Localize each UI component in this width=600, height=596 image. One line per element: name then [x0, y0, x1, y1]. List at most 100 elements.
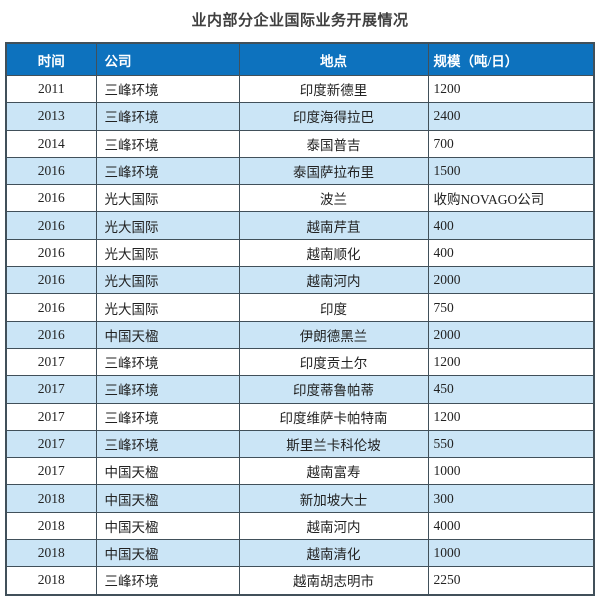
table-cell-scale: 2400 — [427, 102, 595, 131]
table-row: 2016 光大国际 波兰 收购NOVAGO公司 — [5, 184, 595, 213]
table-cell-company: 三峰环境 — [95, 129, 240, 158]
table-cell-location: 印度蒂鲁帕蒂 — [238, 375, 429, 404]
table-cell-company: 中国天楹 — [95, 457, 240, 486]
table-cell-time: 2011 — [5, 74, 97, 104]
table-cell-company: 三峰环境 — [95, 375, 240, 404]
table-cell-scale: 400 — [427, 211, 595, 240]
table-cell-location: 印度 — [238, 293, 429, 322]
table-cell-company: 中国天楹 — [95, 539, 240, 568]
table-row: 2016 中国天楹 伊朗德黑兰 2000 — [5, 320, 595, 349]
table-cell-location: 波兰 — [238, 184, 429, 213]
table-cell-company: 三峰环境 — [95, 347, 240, 377]
table-row: 2016 光大国际 印度 750 — [5, 293, 595, 322]
table-cell-location: 越南顺化 — [238, 238, 429, 268]
table-header-row: 时间 公司 地点 规模（吨/日） — [5, 42, 595, 76]
table-cell-location: 泰国普吉 — [238, 129, 429, 158]
table-cell-company: 光大国际 — [95, 211, 240, 240]
table-cell-time: 2016 — [5, 156, 97, 186]
table-cell-company: 光大国际 — [95, 238, 240, 268]
table-cell-time: 2017 — [5, 429, 97, 459]
table-cell-time: 2016 — [5, 238, 97, 268]
table-row: 2014 三峰环境 泰国普吉 700 — [5, 129, 595, 158]
table-cell-location: 印度海得拉巴 — [238, 102, 429, 131]
table-cell-scale: 450 — [427, 375, 595, 404]
table-row: 2017 三峰环境 印度维萨卡帕特南 1200 — [5, 402, 595, 431]
table-cell-company: 中国天楹 — [95, 320, 240, 349]
table-row: 2013 三峰环境 印度海得拉巴 2400 — [5, 102, 595, 131]
table-row: 2016 光大国际 越南顺化 400 — [5, 238, 595, 268]
table-cell-scale: 750 — [427, 293, 595, 322]
table-row: 2016 三峰环境 泰国萨拉布里 1500 — [5, 156, 595, 186]
table-cell-company: 三峰环境 — [95, 74, 240, 104]
table-cell-scale: 400 — [427, 238, 595, 268]
table-cell-time: 2013 — [5, 102, 97, 131]
table-row: 2018 中国天楹 新加坡大士 300 — [5, 484, 595, 513]
table-cell-time: 2016 — [5, 184, 97, 213]
table-cell-time: 2016 — [5, 293, 97, 322]
table-cell-location: 新加坡大士 — [238, 484, 429, 513]
table-row: 2017 三峰环境 印度贡土尔 1200 — [5, 347, 595, 377]
table-cell-scale: 1000 — [427, 539, 595, 568]
header-cell-company: 公司 — [95, 42, 240, 76]
table-cell-company: 三峰环境 — [95, 566, 240, 596]
table-header: 时间 公司 地点 规模（吨/日） — [5, 42, 595, 76]
table-cell-company: 三峰环境 — [95, 156, 240, 186]
table-row: 2011 三峰环境 印度新德里 1200 — [5, 74, 595, 104]
table-cell-location: 斯里兰卡科伦坡 — [238, 429, 429, 459]
table-cell-location: 越南芹苴 — [238, 211, 429, 240]
table-row: 2017 三峰环境 印度蒂鲁帕蒂 450 — [5, 375, 595, 404]
table-cell-time: 2018 — [5, 484, 97, 513]
table-cell-scale: 2000 — [427, 266, 595, 295]
table-cell-scale: 4000 — [427, 511, 595, 541]
table-cell-company: 中国天楹 — [95, 511, 240, 541]
table-cell-time: 2017 — [5, 457, 97, 486]
table-cell-scale: 1200 — [427, 74, 595, 104]
table-cell-company: 光大国际 — [95, 184, 240, 213]
header-cell-scale: 规模（吨/日） — [427, 42, 595, 76]
table-cell-location: 越南清化 — [238, 539, 429, 568]
table-cell-time: 2017 — [5, 347, 97, 377]
header-cell-location: 地点 — [238, 42, 429, 76]
table-cell-location: 越南富寿 — [238, 457, 429, 486]
table-cell-scale: 2250 — [427, 566, 595, 596]
table-cell-time: 2016 — [5, 266, 97, 295]
table-row: 2016 光大国际 越南芹苴 400 — [5, 211, 595, 240]
table-cell-time: 2018 — [5, 539, 97, 568]
table-cell-time: 2016 — [5, 320, 97, 349]
table-row: 2018 中国天楹 越南河内 4000 — [5, 511, 595, 541]
table-cell-scale: 1500 — [427, 156, 595, 186]
table-cell-scale: 1000 — [427, 457, 595, 486]
table-cell-time: 2014 — [5, 129, 97, 158]
table-cell-location: 泰国萨拉布里 — [238, 156, 429, 186]
table-cell-scale: 700 — [427, 129, 595, 158]
table-row: 2018 中国天楹 越南清化 1000 — [5, 539, 595, 568]
table-cell-location: 印度维萨卡帕特南 — [238, 402, 429, 431]
table-cell-time: 2017 — [5, 402, 97, 431]
table-cell-location: 越南胡志明市 — [238, 566, 429, 596]
page-title: 业内部分企业国际业务开展情况 — [191, 12, 409, 29]
table-row: 2017 三峰环境 斯里兰卡科伦坡 550 — [5, 429, 595, 459]
table-cell-company: 三峰环境 — [95, 102, 240, 131]
table-cell-time: 2017 — [5, 375, 97, 404]
table-cell-scale: 1200 — [427, 347, 595, 377]
table-cell-location: 越南河内 — [238, 266, 429, 295]
table-cell-location: 伊朗德黑兰 — [238, 320, 429, 349]
table-cell-company: 三峰环境 — [95, 402, 240, 431]
table-cell-time: 2016 — [5, 211, 97, 240]
table-cell-company: 三峰环境 — [95, 429, 240, 459]
table-cell-scale: 1200 — [427, 402, 595, 431]
table-cell-time: 2018 — [5, 566, 97, 596]
table-body: 2011 三峰环境 印度新德里 1200 2013 三峰环境 印度海得拉巴 2400 2014 三… — [5, 74, 595, 596]
table-cell-scale: 300 — [427, 484, 595, 513]
table-row: 2018 三峰环境 越南胡志明市 2250 — [5, 566, 595, 596]
table-cell-scale: 550 — [427, 429, 595, 459]
table-cell-company: 光大国际 — [95, 293, 240, 322]
table-cell-time: 2018 — [5, 511, 97, 541]
table-cell-scale: 2000 — [427, 320, 595, 349]
table-row: 2016 光大国际 越南河内 2000 — [5, 266, 595, 295]
table-cell-company: 中国天楹 — [95, 484, 240, 513]
table-row: 2017 中国天楹 越南富寿 1000 — [5, 457, 595, 486]
table-cell-company: 光大国际 — [95, 266, 240, 295]
header-cell-time: 时间 — [5, 42, 97, 76]
